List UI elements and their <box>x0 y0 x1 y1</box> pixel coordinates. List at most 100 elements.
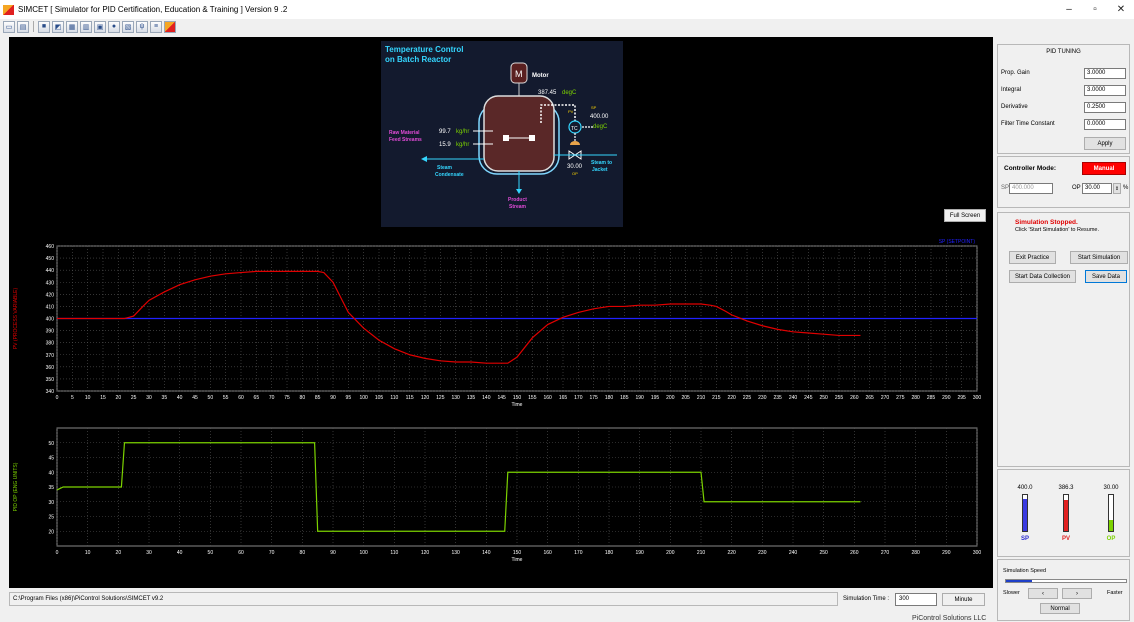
x-tick-label: 225 <box>743 395 752 401</box>
x-tick-label: 160 <box>543 550 552 556</box>
x-tick-label: 290 <box>942 550 951 556</box>
start-data-collection-button[interactable]: Start Data Collection <box>1009 270 1076 283</box>
exit-practice-button[interactable]: Exit Practice <box>1009 251 1056 264</box>
x-tick-label: 10 <box>85 550 91 556</box>
valve-actuator <box>570 141 580 145</box>
x-tick-label: 180 <box>605 395 614 401</box>
feed2-unit: kg/hr <box>456 142 469 148</box>
pv-gauge <box>1063 494 1069 532</box>
maximize-button[interactable]: ▫ <box>1093 4 1097 15</box>
main-display: Temperature Control on Batch Reactor M M… <box>9 37 993 588</box>
motor-label: Motor <box>532 73 549 79</box>
save-icon[interactable]: ■ <box>38 20 50 33</box>
x-tick-label: 65 <box>254 395 260 401</box>
valve-icon <box>568 150 582 160</box>
integral-input[interactable]: 3.0000 <box>1084 85 1126 96</box>
op-input[interactable]: 30.00 <box>1082 183 1112 194</box>
x-tick-label: 130 <box>451 395 460 401</box>
tune-icon[interactable]: ψ <box>136 20 148 33</box>
apply-button[interactable]: Apply <box>1084 137 1126 150</box>
x-tick-label: 290 <box>942 395 951 401</box>
pv-gauge-value: 386.3 <box>1058 485 1074 491</box>
x-tick-label: 125 <box>436 395 445 401</box>
sim-time-input[interactable]: 300 <box>895 593 937 606</box>
report-icon[interactable]: ▣ <box>94 20 106 33</box>
derivative-input[interactable]: 0.2500 <box>1084 102 1126 113</box>
x-tick-label: 10 <box>85 395 91 401</box>
close-button[interactable]: ✕ <box>1116 4 1126 15</box>
sp-gauge-label: SP <box>1020 536 1029 542</box>
sim-time-label: Simulation Time : <box>843 596 890 602</box>
sp-input[interactable]: 400.000 <box>1009 183 1053 194</box>
help-icon[interactable]: ● <box>108 20 120 33</box>
x-tick-label: 55 <box>223 395 229 401</box>
x-tick-label: 230 <box>758 395 767 401</box>
y-tick-label: 40 <box>48 470 54 476</box>
x-tick-label: 175 <box>589 395 598 401</box>
faster-button[interactable]: › <box>1062 588 1092 599</box>
x-tick-label: 25 <box>131 395 137 401</box>
prop-gain-input[interactable]: 3.0000 <box>1084 68 1126 79</box>
trend-icon[interactable]: ▧ <box>122 20 134 33</box>
sp-gauge-fill <box>1023 498 1027 531</box>
x-tick-label: 90 <box>330 550 336 556</box>
x-tick-label: 85 <box>315 395 321 401</box>
speed-slider[interactable] <box>1005 579 1127 583</box>
faster-label: Faster <box>1107 590 1123 596</box>
process-diagram: Temperature Control on Batch Reactor M M… <box>381 41 623 227</box>
x-tick-label: 300 <box>973 550 982 556</box>
x-axis-label: Time <box>512 557 523 563</box>
save-data-button[interactable]: Save Data <box>1085 270 1127 283</box>
product-label-2: Stream <box>509 204 527 210</box>
start-simulation-button[interactable]: Start Simulation <box>1070 251 1128 264</box>
normal-button[interactable]: Normal <box>1040 603 1080 614</box>
y-tick-label: 460 <box>46 244 55 250</box>
simcet-icon[interactable] <box>164 20 176 33</box>
filter-input[interactable]: 0.0000 <box>1084 119 1126 130</box>
x-tick-label: 60 <box>238 395 244 401</box>
x-tick-label: 190 <box>635 550 644 556</box>
reactor-vessel <box>483 95 555 172</box>
y-tick-label: 35 <box>48 485 54 491</box>
full-screen-button[interactable]: Full Screen <box>944 209 986 222</box>
grid-icon[interactable]: ▥ <box>80 20 92 33</box>
left-margin <box>0 34 9 621</box>
y-tick-label: 20 <box>48 529 54 535</box>
simulation-box: Simulation Stopped. Click 'Start Simulat… <box>997 212 1130 467</box>
x-tick-label: 30 <box>146 550 152 556</box>
tc-label: TC <box>571 126 578 132</box>
minimize-button[interactable]: – <box>1066 4 1072 15</box>
sp-gauge-value: 400.0 <box>1017 485 1033 491</box>
y-tick-label: 440 <box>46 268 55 274</box>
minute-button[interactable]: Minute <box>942 593 985 606</box>
x-tick-label: 285 <box>927 395 936 401</box>
x-tick-label: 120 <box>421 395 430 401</box>
notes-icon[interactable]: ≡ <box>150 20 162 33</box>
app-icon <box>3 4 14 15</box>
table-icon[interactable]: ▦ <box>66 20 78 33</box>
x-tick-label: 90 <box>330 395 336 401</box>
x-tick-label: 215 <box>712 395 721 401</box>
x-tick-label: 260 <box>850 395 859 401</box>
open-icon[interactable]: ▤ <box>17 20 29 33</box>
slower-button[interactable]: ‹ <box>1028 588 1058 599</box>
x-tick-label: 300 <box>973 395 982 401</box>
right-panel: PID TUNING Prop. Gain 3.0000 Integral 3.… <box>994 37 1133 621</box>
x-tick-label: 20 <box>116 395 122 401</box>
chart-icon[interactable]: ◩ <box>52 20 64 33</box>
filter-label: Filter Time Constant <box>1001 121 1055 127</box>
x-tick-label: 105 <box>375 395 384 401</box>
x-tick-label: 200 <box>666 550 675 556</box>
condensate-arrow-icon <box>421 156 427 162</box>
x-tick-label: 120 <box>421 550 430 556</box>
x-tick-label: 150 <box>513 395 522 401</box>
op-spinner[interactable]: ⇕ <box>1113 183 1121 194</box>
controller-mode-box: Controller Mode: Manual SP 400.000 OP 30… <box>997 156 1130 208</box>
condensate-label-2: Condensate <box>435 172 464 178</box>
new-icon[interactable]: ▭ <box>3 20 15 33</box>
mode-manual-button[interactable]: Manual <box>1082 162 1126 175</box>
diagram-title-2: on Batch Reactor <box>385 55 451 64</box>
window-controls: – ▫ ✕ <box>1056 0 1134 19</box>
mode-label: Controller Mode: <box>1004 165 1056 172</box>
speed-title: Simulation Speed <box>1003 568 1047 574</box>
